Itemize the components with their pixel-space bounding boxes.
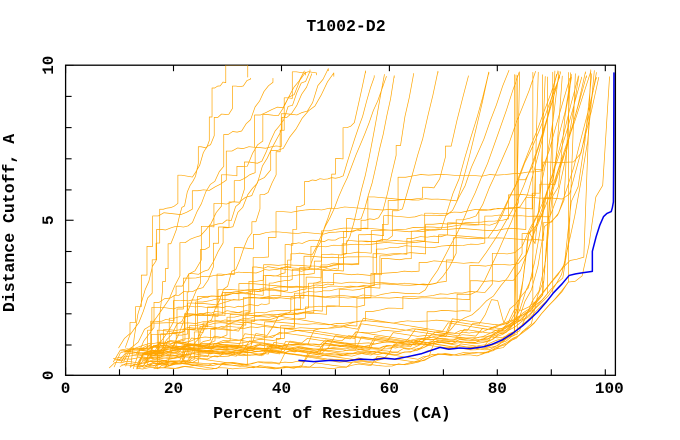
svg-text:100: 100 <box>595 380 624 398</box>
svg-text:Percent of Residues (CA): Percent of Residues (CA) <box>213 404 451 423</box>
svg-text:T1002-D2: T1002-D2 <box>306 17 385 36</box>
svg-text:0: 0 <box>61 380 71 398</box>
svg-text:0: 0 <box>40 370 58 380</box>
svg-text:10: 10 <box>40 56 58 75</box>
svg-text:40: 40 <box>272 380 291 398</box>
svg-text:80: 80 <box>488 380 507 398</box>
svg-text:60: 60 <box>380 380 399 398</box>
svg-text:20: 20 <box>164 380 183 398</box>
svg-text:5: 5 <box>40 215 58 225</box>
svg-text:Distance Cutoff, A: Distance Cutoff, A <box>0 134 19 312</box>
